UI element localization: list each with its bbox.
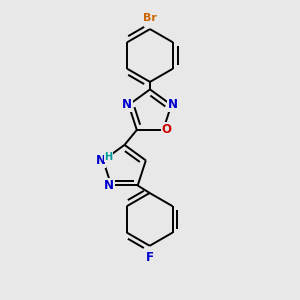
- Text: N: N: [122, 98, 132, 111]
- Text: F: F: [146, 251, 154, 264]
- Text: N: N: [96, 154, 106, 167]
- Text: H: H: [104, 152, 112, 162]
- Text: O: O: [162, 123, 172, 136]
- Text: N: N: [168, 98, 178, 111]
- Text: Br: Br: [143, 13, 157, 23]
- Text: N: N: [104, 179, 114, 192]
